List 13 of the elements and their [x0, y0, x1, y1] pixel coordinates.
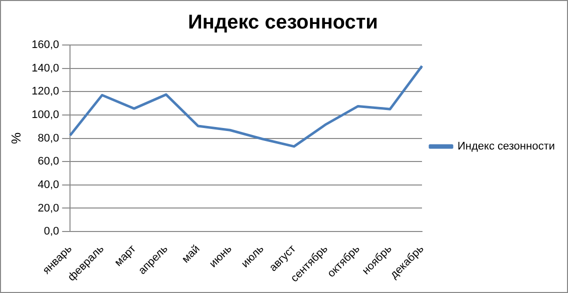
y-tick-label: 0,0 [44, 226, 60, 238]
y-tick-label: 80,0 [38, 132, 60, 144]
chart-title: Индекс сезонности [188, 12, 378, 34]
y-axis-title: % [8, 132, 24, 144]
legend-label: Индекс сезонности [458, 140, 555, 153]
y-tick-label: 60,0 [38, 156, 60, 168]
y-tick-label: 140,0 [32, 62, 60, 74]
y-tick-label: 40,0 [38, 178, 60, 191]
y-tick-label: 120,0 [32, 86, 60, 98]
x-tick-label: май [180, 242, 202, 266]
y-tick-label: 100,0 [32, 108, 60, 121]
y-tick-label: 20,0 [38, 202, 60, 214]
y-tick-label: 160,0 [32, 39, 60, 52]
